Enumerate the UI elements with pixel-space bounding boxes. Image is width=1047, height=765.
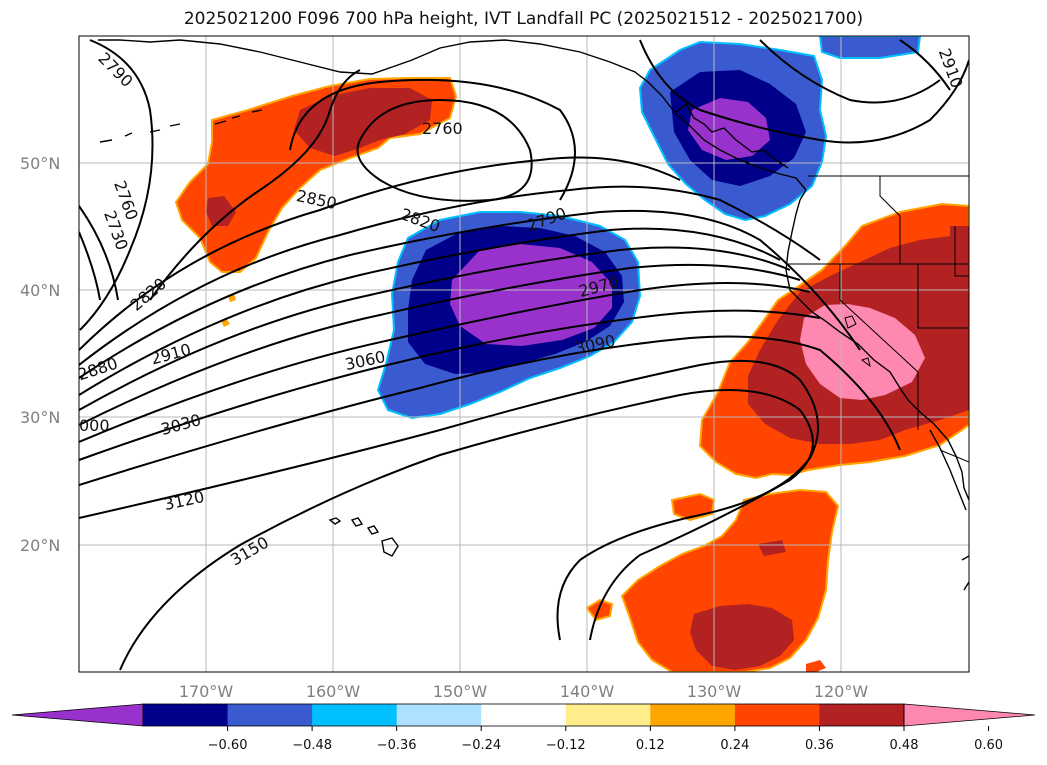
colorbar-segment: [396, 704, 482, 726]
colorbar-segment: [143, 704, 229, 726]
colorbar-tick-label: 0.60: [974, 738, 1003, 753]
colorbar-frame: [142, 703, 905, 727]
colorbar-left-extension: [11, 703, 144, 727]
colorbar-tick-label: −0.60: [208, 738, 248, 753]
colorbar-tick-label: 0.24: [720, 738, 749, 753]
colorbar: −0.60 −0.48 −0.36 −0.24 −0.12 0.12 0.24 0.36 0.4…: [11, 703, 1036, 753]
colorbar-tick-label: 0.36: [805, 738, 834, 753]
colorbar-segment: [650, 704, 736, 726]
colorbar-tick-label: −0.36: [377, 738, 417, 753]
colorbar-right-extension: [903, 703, 1036, 727]
map-title: 2025021200 F096 700 hPa height, IVT Land…: [183, 9, 864, 29]
colorbar-tick-label: −0.12: [546, 738, 586, 753]
map-plot-area: 2790 2760 2730 2760 2850 2820 2790 2820 …: [79, 36, 969, 672]
lat-label: 40°N: [20, 281, 60, 300]
contour-label: 2760: [422, 119, 463, 138]
lon-label: 140°W: [560, 682, 615, 701]
contour-label: 000: [79, 416, 110, 435]
colorbar-segment: [565, 704, 651, 726]
colorbar-segment: [734, 704, 820, 726]
graticule: [79, 36, 969, 672]
colorbar-tick-label: −0.48: [292, 738, 332, 753]
colorbar-tick-label: −0.24: [461, 738, 501, 753]
lon-label: 160°W: [306, 682, 361, 701]
lon-label: 120°W: [814, 682, 869, 701]
lon-label: 130°W: [687, 682, 742, 701]
lat-label: 50°N: [20, 154, 60, 173]
colorbar-segment: [227, 704, 313, 726]
colorbar-segment: [819, 704, 905, 726]
lat-label: 30°N: [20, 408, 60, 427]
longitude-labels: 170°W 160°W 150°W 140°W 130°W 120°W: [179, 682, 869, 701]
lat-label: 20°N: [20, 536, 60, 555]
colorbar-segment: [312, 704, 398, 726]
positive-anomaly-aleutians: [174, 77, 458, 327]
plot-frame: [78, 35, 970, 673]
lon-label: 150°W: [433, 682, 488, 701]
height-contours: [79, 39, 969, 671]
colorbar-segment: [481, 704, 567, 726]
colorbar-tick-label: 0.48: [890, 738, 919, 753]
lon-label: 170°W: [179, 682, 234, 701]
coastlines: [98, 39, 969, 591]
colorbar-tick-label: 0.12: [636, 738, 665, 753]
positive-anomaly-california: [585, 202, 969, 672]
latitude-labels: 50°N 40°N 30°N 20°N: [20, 154, 60, 555]
